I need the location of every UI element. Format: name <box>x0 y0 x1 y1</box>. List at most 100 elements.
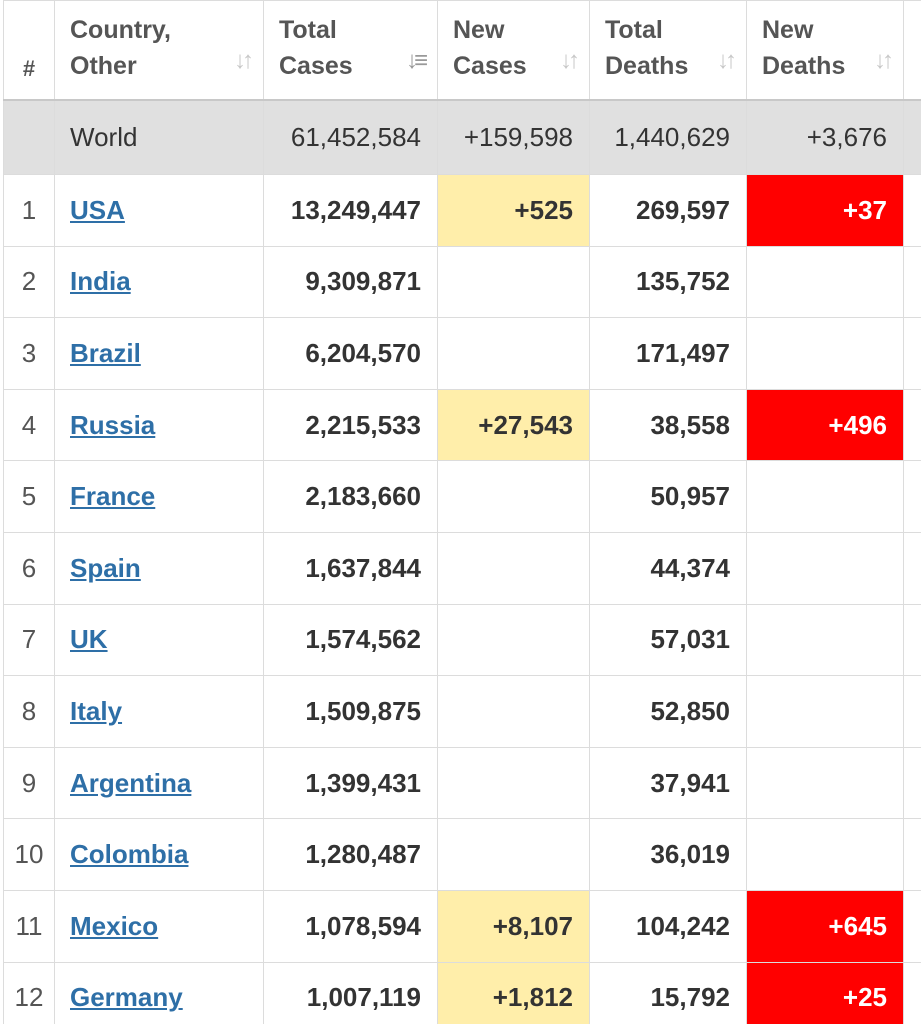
table-row: 8 Italy 1,509,875 52,850 <box>3 675 921 748</box>
rank-cell: 7 <box>3 603 55 677</box>
rank-cell: 10 <box>3 818 55 891</box>
overflow-cell <box>903 245 921 319</box>
world-total-deaths-cell: 1,440,629 <box>589 99 747 175</box>
total-cases-cell: 1,399,431 <box>263 746 438 820</box>
total-cases-header-line1: Total <box>279 16 337 44</box>
new-cases-cell <box>437 531 590 605</box>
country-cell: Russia <box>54 388 264 462</box>
new-deaths-cell <box>746 317 904 390</box>
new-deaths-cell: +25 <box>746 961 904 1024</box>
column-header-new-deaths[interactable]: New Deaths ↓↑ <box>746 0 904 101</box>
country-cell: Mexico <box>54 889 264 963</box>
rank-cell: 11 <box>3 889 55 963</box>
new-deaths-cell: +37 <box>746 174 904 247</box>
rank-cell: 12 <box>3 961 55 1024</box>
country-link[interactable]: Spain <box>70 552 141 583</box>
sort-arrows-icon[interactable]: ↓↑ <box>717 46 737 74</box>
rank-cell: 3 <box>3 317 55 390</box>
new-cases-cell <box>437 317 590 390</box>
overflow-cell <box>903 675 921 748</box>
total-cases-cell: 1,637,844 <box>263 531 438 605</box>
overflow-cell <box>903 460 921 533</box>
country-link[interactable]: UK <box>70 624 108 655</box>
country-link[interactable]: Colombia <box>70 839 189 870</box>
world-new-deaths-cell: +3,676 <box>746 99 904 175</box>
country-link[interactable]: Brazil <box>70 337 141 368</box>
table-row: 3 Brazil 6,204,570 171,497 <box>3 317 921 390</box>
rank-cell: 2 <box>3 245 55 319</box>
table-row: 2 India 9,309,871 135,752 <box>3 245 921 319</box>
total-deaths-header-line1: Total <box>605 16 663 44</box>
total-deaths-cell: 38,558 <box>589 388 747 462</box>
country-link[interactable]: Mexico <box>70 910 159 941</box>
total-deaths-cell: 57,031 <box>589 603 747 677</box>
new-deaths-cell <box>746 746 904 820</box>
overflow-cell <box>903 746 921 820</box>
total-deaths-cell: 36,019 <box>589 818 747 891</box>
overflow-cell <box>903 531 921 605</box>
country-cell: UK <box>54 603 264 677</box>
country-link[interactable]: Argentina <box>70 767 192 798</box>
new-cases-cell <box>437 746 590 820</box>
table-row: 5 France 2,183,660 50,957 <box>3 460 921 533</box>
new-cases-cell: +525 <box>437 174 590 247</box>
sort-arrows-icon[interactable]: ↓↑ <box>234 46 254 74</box>
country-link[interactable]: France <box>70 481 156 512</box>
new-deaths-cell <box>746 818 904 891</box>
new-cases-header-line1: New <box>453 16 505 44</box>
sort-arrows-icon[interactable]: ↓↑ <box>560 46 580 74</box>
table-row: 7 UK 1,574,562 57,031 <box>3 603 921 677</box>
country-cell: Spain <box>54 531 264 605</box>
total-cases-cell: 1,078,594 <box>263 889 438 963</box>
rank-cell: 5 <box>3 460 55 533</box>
new-deaths-cell <box>746 531 904 605</box>
rank-header-label: # <box>22 56 36 81</box>
header-row: # Country, Other ↓↑ Total Cases ↓≡ New <box>3 0 921 101</box>
total-cases-cell: 2,215,533 <box>263 388 438 462</box>
column-header-new-cases[interactable]: New Cases ↓↑ <box>437 0 590 101</box>
new-cases-cell <box>437 818 590 891</box>
total-deaths-cell: 15,792 <box>589 961 747 1024</box>
total-deaths-cell: 269,597 <box>589 174 747 247</box>
world-total-cases-cell: 61,452,584 <box>263 99 438 175</box>
sort-descending-icon[interactable]: ↓≡ <box>405 46 428 74</box>
total-deaths-header-line2: Deaths <box>605 52 689 80</box>
new-deaths-cell: +645 <box>746 889 904 963</box>
country-link[interactable]: Russia <box>70 409 156 440</box>
table-row: 1 USA 13,249,447 +525 269,597 +37 <box>3 174 921 247</box>
country-link[interactable]: USA <box>70 194 125 225</box>
overflow-cell <box>903 174 921 247</box>
country-cell: USA <box>54 174 264 247</box>
country-link[interactable]: India <box>70 266 131 297</box>
world-overflow-cell <box>903 99 921 175</box>
country-header-line1: Country, <box>70 16 171 44</box>
country-header-line2: Other <box>70 52 137 80</box>
new-cases-cell <box>437 603 590 677</box>
rank-cell: 4 <box>3 388 55 462</box>
overflow-cell <box>903 317 921 390</box>
total-deaths-cell: 37,941 <box>589 746 747 820</box>
new-deaths-cell: +496 <box>746 388 904 462</box>
country-cell: Germany <box>54 961 264 1024</box>
column-header-rank[interactable]: # <box>3 0 55 101</box>
total-cases-cell: 13,249,447 <box>263 174 438 247</box>
country-link[interactable]: Germany <box>70 982 183 1013</box>
new-cases-cell <box>437 460 590 533</box>
total-cases-cell: 9,309,871 <box>263 245 438 319</box>
sort-arrows-icon[interactable]: ↓↑ <box>874 46 894 74</box>
column-header-country[interactable]: Country, Other ↓↑ <box>54 0 264 101</box>
column-header-overflow <box>903 0 921 101</box>
country-cell: Argentina <box>54 746 264 820</box>
column-header-total-cases[interactable]: Total Cases ↓≡ <box>263 0 438 101</box>
overflow-cell <box>903 961 921 1024</box>
overflow-cell <box>903 388 921 462</box>
total-cases-cell: 2,183,660 <box>263 460 438 533</box>
world-new-cases-cell: +159,598 <box>437 99 590 175</box>
new-cases-cell: +1,812 <box>437 961 590 1024</box>
country-cell: France <box>54 460 264 533</box>
table-row: 10 Colombia 1,280,487 36,019 <box>3 818 921 891</box>
country-link[interactable]: Italy <box>70 695 123 726</box>
total-deaths-cell: 44,374 <box>589 531 747 605</box>
column-header-total-deaths[interactable]: Total Deaths ↓↑ <box>589 0 747 101</box>
